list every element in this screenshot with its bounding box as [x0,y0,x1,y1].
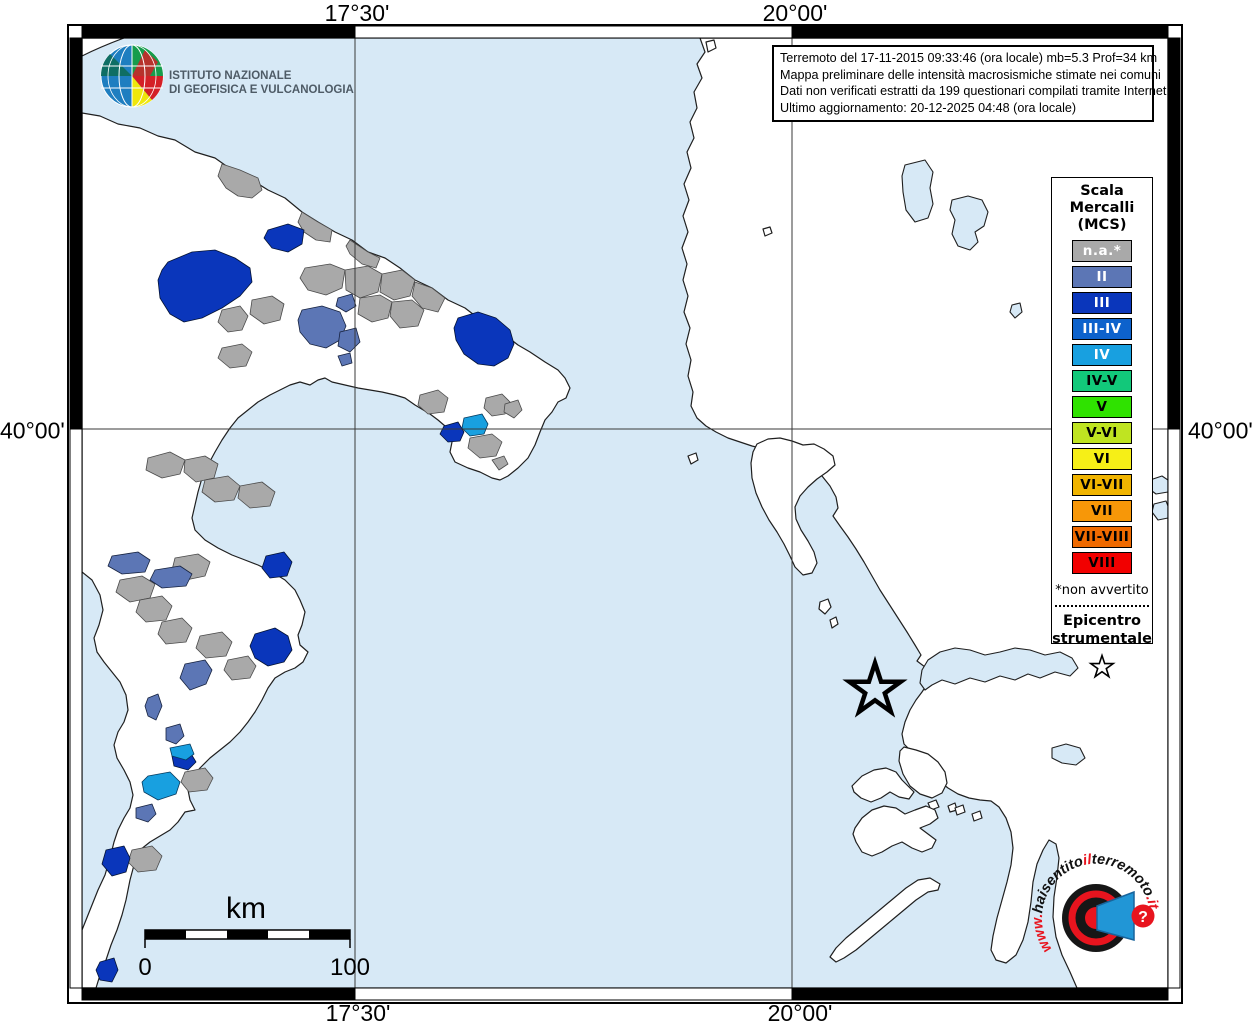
legend-swatch-V-VI: V-VI [1072,422,1132,444]
legend-swatch-II: II [1072,266,1132,288]
hsit-il: il [1082,852,1094,869]
islet-4 [971,810,983,822]
scale-bar-unit: km [226,892,266,925]
legend-epicenter-line2: strumentale [1052,631,1152,647]
ingv-globe-icon [100,44,164,108]
legend-swatch-III: III [1072,292,1132,314]
lake-karavasta [949,195,989,251]
axis-label-top-right: 20°00' [762,0,828,26]
legend-swatch-n.a.*: n.a.* [1072,240,1132,262]
ingv-logo: ISTITUTO NAZIONALE DI GEOFISICA E VULCAN… [100,44,354,108]
gulf-ambracian [919,647,1079,691]
axis-label-top-left: 17°30' [324,0,390,26]
island-sazan [705,39,717,53]
map-frame-band [69,25,1181,1001]
lake-narta [901,159,934,223]
hsit-megaphone-icon [1096,890,1135,941]
legend-swatch-IV-V: IV-V [1072,370,1132,392]
legend-swatch-V: V [1072,396,1132,418]
legend-footnote: *non avvertito [1055,583,1149,598]
legend-epicenter-line1: Epicentro [1062,613,1142,629]
axis-label-left: 40°00' [0,417,65,444]
island-cephalonia [852,805,939,857]
ingv-name-line2: DI GEOFISICA E VULCANOLOGIA [169,84,354,96]
legend-swatch-VII: VII [1072,500,1132,522]
info-line: Mappa preliminare delle intensità macros… [780,67,1161,82]
island-othonoi [687,452,699,465]
info-line: Terremoto del 17-11-2015 09:33:46 (ora l… [780,51,1158,65]
info-line: Ultimo aggiornamento: 20-12-2025 04:48 (… [780,100,1077,115]
legend-swatch-VI-VII: VI-VII [1072,474,1132,496]
lake-small [1009,302,1023,319]
municipalities-not-felt [115,163,523,873]
municipalities-intensity-II [107,293,361,823]
legend-swatch-III-IV: III-IV [1072,318,1132,340]
scale-bar-segments [144,929,351,948]
earthquake-info-box: Terremoto del 17-11-2015 09:33:46 (ora l… [772,45,1170,123]
legend-epicenter-label: Epicentro strumentale [1052,612,1152,648]
islet-3 [954,804,966,816]
scale-bar-start: 0 [138,954,151,981]
legend-panel: Scala Mercalli (MCS) n.a.* II III III-IV IV I… [1051,177,1153,679]
islet-adriatic [762,226,773,237]
legend-star-icon [1052,652,1152,686]
landmasses [82,38,1168,988]
island-corfu [750,437,836,576]
hsit-question-badge [1131,904,1155,928]
island-paxos [818,598,832,615]
municipalities-intensity-IV [141,413,489,801]
island-lefkada [898,746,948,799]
hsit-question-mark: ? [1138,909,1148,926]
graticule [82,38,1168,988]
municipalities-intensity-III [95,223,515,983]
legend-swatch-VI: VI [1072,448,1132,470]
legend-swatch-IV: IV [1072,344,1132,366]
info-line: Dati non verificati estratti da 199 ques… [780,84,1170,99]
scale-bar-end: 100 [330,954,370,981]
ingv-name-line1: ISTITUTO NAZIONALE [169,70,292,82]
legend-swatch-VIII: VIII [1072,552,1132,574]
legend-swatch-VII-VIII: VII-VIII [1072,526,1132,548]
land-greece [681,38,1168,988]
lakes-and-gulfs [901,159,1168,766]
island-zakynthos [829,877,941,963]
legend-title-line3: (MCS) [1077,217,1127,233]
legend-divider [1055,605,1149,607]
legend-swatches: n.a.* II III III-IV IV IV-V V V-VI VI VI-VII VII VI… [1052,240,1152,574]
lake-voulkaria [1051,743,1086,766]
legend-title: Scala Mercalli (MCS) [1052,183,1152,234]
axis-label-right: 40°00' [1188,417,1253,444]
scale-bar: km 0 100 [138,892,370,981]
legend-title-line1: Scala [1080,183,1124,199]
legend-title-line2: Mercalli [1069,200,1135,216]
epicenter-star [842,655,908,718]
island-meganisi [851,767,915,803]
island-antipaxos [829,616,839,629]
land-italy [82,112,571,988]
